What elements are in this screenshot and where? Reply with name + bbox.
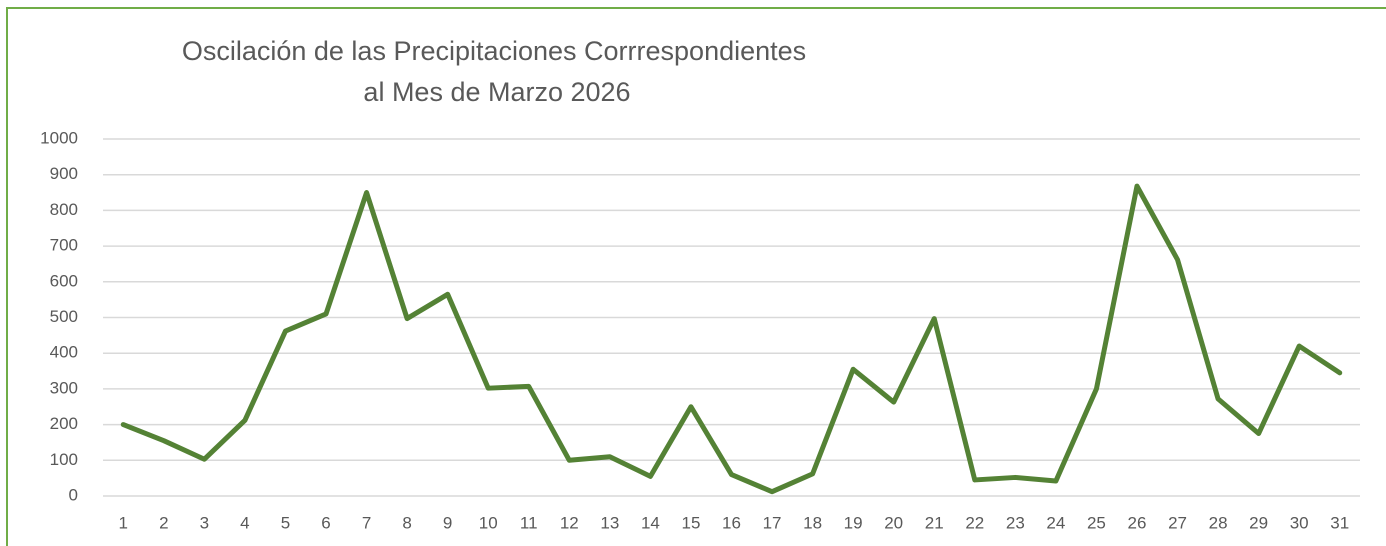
x-tick-label: 29 xyxy=(1249,513,1268,532)
x-tick-label: 4 xyxy=(240,513,249,532)
chart-frame xyxy=(6,7,1386,546)
x-tick-label: 1 xyxy=(119,513,128,532)
x-tick-label: 8 xyxy=(402,513,411,532)
chart-title: al Mes de Marzo 2026 xyxy=(363,77,630,107)
y-tick-label: 0 xyxy=(69,485,78,504)
y-tick-label: 1000 xyxy=(40,128,78,147)
x-tick-label: 23 xyxy=(1006,513,1025,532)
x-tick-label: 3 xyxy=(200,513,209,532)
x-tick-label: 30 xyxy=(1290,513,1309,532)
x-tick-label: 10 xyxy=(479,513,498,532)
y-tick-label: 300 xyxy=(50,378,78,397)
x-tick-label: 12 xyxy=(560,513,579,532)
x-tick-label: 9 xyxy=(443,513,452,532)
x-tick-label: 25 xyxy=(1087,513,1106,532)
y-tick-label: 200 xyxy=(50,414,78,433)
x-tick-label: 13 xyxy=(600,513,619,532)
x-tick-label: 26 xyxy=(1128,513,1147,532)
x-tick-label: 7 xyxy=(362,513,371,532)
x-tick-label: 21 xyxy=(925,513,944,532)
y-tick-label: 400 xyxy=(50,343,78,362)
x-tick-label: 14 xyxy=(641,513,660,532)
x-tick-label: 27 xyxy=(1168,513,1187,532)
x-tick-label: 22 xyxy=(965,513,984,532)
x-tick-label: 20 xyxy=(884,513,903,532)
x-tick-label: 28 xyxy=(1209,513,1228,532)
x-tick-label: 31 xyxy=(1330,513,1349,532)
y-tick-label: 900 xyxy=(50,164,78,183)
x-tick-label: 2 xyxy=(159,513,168,532)
x-tick-label: 18 xyxy=(803,513,822,532)
y-tick-label: 800 xyxy=(50,200,78,219)
y-tick-label: 600 xyxy=(50,271,78,290)
y-tick-label: 100 xyxy=(50,450,78,469)
y-tick-label: 500 xyxy=(50,307,78,326)
x-tick-label: 6 xyxy=(321,513,330,532)
y-tick-label: 700 xyxy=(50,236,78,255)
x-tick-label: 24 xyxy=(1046,513,1065,532)
chart-title: Oscilación de las Precipitaciones Corrre… xyxy=(182,36,806,66)
x-tick-label: 5 xyxy=(281,513,290,532)
x-tick-label: 11 xyxy=(520,513,538,532)
x-tick-label: 19 xyxy=(844,513,863,532)
data-line xyxy=(120,183,1343,495)
x-tick-label: 17 xyxy=(763,513,782,532)
x-tick-label: 16 xyxy=(722,513,741,532)
x-tick-label: 15 xyxy=(681,513,700,532)
